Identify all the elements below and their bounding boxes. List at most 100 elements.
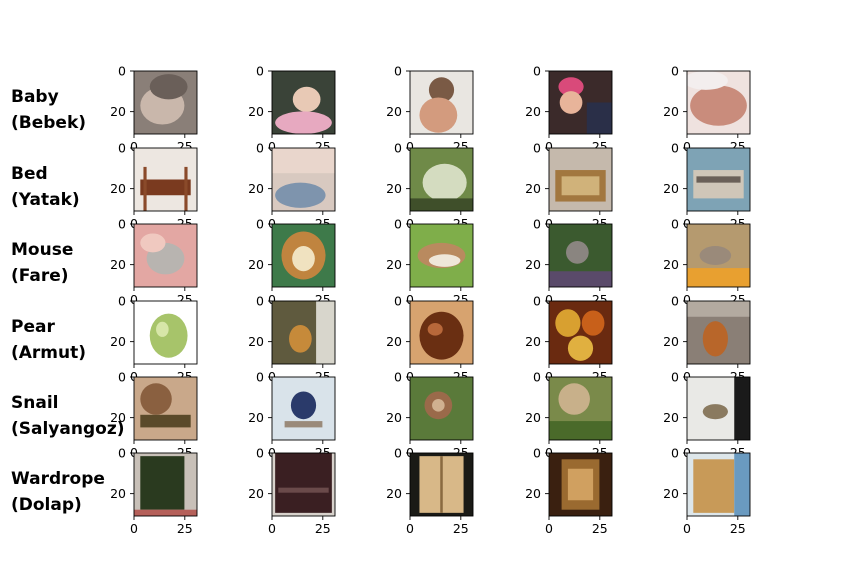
image-blob <box>555 309 581 337</box>
y-tick-label: 0 <box>394 64 402 79</box>
y-tick-label: 20 <box>110 486 126 501</box>
thumbnail-image <box>687 453 750 516</box>
axes-frame <box>271 376 336 441</box>
x-tick-label: 0 <box>268 216 276 231</box>
x-tick-label: 0 <box>406 521 414 536</box>
row-label: Pear (Armut) <box>11 317 86 363</box>
axes-frame <box>409 376 474 441</box>
image-block <box>140 456 185 510</box>
row-label-name: Baby <box>11 87 59 107</box>
y-tick-label: 20 <box>386 257 402 272</box>
image-blob <box>581 310 605 336</box>
x-tick-label: 0 <box>268 521 276 536</box>
image-block <box>693 459 735 513</box>
y-tick-label: 20 <box>110 334 126 349</box>
y-tick-label: 0 <box>671 217 679 232</box>
x-tick-label: 25 <box>730 521 746 536</box>
image-blob <box>275 111 332 134</box>
y-tick-label: 20 <box>248 334 264 349</box>
y-tick-label: 20 <box>110 257 126 272</box>
x-tick-label: 0 <box>683 521 691 536</box>
image-blob <box>702 404 728 420</box>
thumbnail-image <box>549 453 612 516</box>
y-tick-label: 0 <box>256 141 264 156</box>
y-tick-label: 0 <box>256 64 264 79</box>
x-tick-label: 0 <box>406 292 414 307</box>
axes-frame <box>686 376 751 441</box>
y-tick-label: 0 <box>533 446 541 461</box>
image-block <box>687 301 750 317</box>
row-label-translation: (Armut) <box>11 343 86 363</box>
x-tick-label: 25 <box>592 521 608 536</box>
x-tick-label: 25 <box>315 521 331 536</box>
axes-frame <box>271 300 336 365</box>
image-blob <box>427 323 443 336</box>
image-block <box>734 377 750 440</box>
axes-frame <box>133 223 198 288</box>
row-label-translation: (Yatak) <box>11 190 80 210</box>
x-tick-label: 0 <box>130 216 138 231</box>
axes-frame <box>271 70 336 135</box>
y-tick-label: 0 <box>256 370 264 385</box>
y-tick-label: 20 <box>525 486 541 501</box>
x-tick-label: 0 <box>268 445 276 460</box>
y-tick-label: 0 <box>394 294 402 309</box>
row-label-name: Bed <box>11 164 48 184</box>
axes-frame <box>686 70 751 135</box>
image-block <box>143 166 147 211</box>
axes-frame <box>271 223 336 288</box>
row-label-translation: (Bebek) <box>11 113 86 133</box>
x-tick-label: 25 <box>453 521 469 536</box>
axes-frame <box>271 452 336 517</box>
x-tick-label: 0 <box>130 292 138 307</box>
y-tick-label: 0 <box>671 294 679 309</box>
image-block <box>272 148 335 174</box>
image-blob <box>149 74 188 100</box>
y-tick-label: 0 <box>256 446 264 461</box>
y-tick-label: 0 <box>533 217 541 232</box>
image-block <box>440 456 443 513</box>
x-tick-label: 0 <box>130 139 138 154</box>
thumbnail-image <box>687 224 750 287</box>
y-tick-label: 0 <box>118 141 126 156</box>
y-tick-label: 20 <box>663 486 679 501</box>
image-block <box>561 176 600 196</box>
image-block <box>140 179 191 196</box>
image-block <box>278 487 329 493</box>
thumbnail-image <box>272 453 335 516</box>
y-tick-label: 0 <box>118 217 126 232</box>
image-blob <box>140 233 166 253</box>
y-tick-label: 20 <box>386 181 402 196</box>
image-block <box>696 176 741 183</box>
axes-frame <box>686 223 751 288</box>
y-tick-label: 20 <box>110 104 126 119</box>
y-tick-label: 20 <box>386 486 402 501</box>
row-label-translation: (Dolap) <box>11 495 82 515</box>
y-tick-label: 20 <box>248 486 264 501</box>
y-tick-label: 20 <box>525 257 541 272</box>
thumbnail-image <box>410 224 473 287</box>
image-block <box>184 166 188 211</box>
y-tick-label: 0 <box>256 217 264 232</box>
thumbnail-image <box>272 71 335 134</box>
image-block <box>410 198 473 211</box>
axes-frame <box>548 452 613 517</box>
image-blob <box>702 321 728 357</box>
x-tick-label: 0 <box>683 216 691 231</box>
row-label: Baby (Bebek) <box>11 87 86 133</box>
x-tick-label: 0 <box>545 216 553 231</box>
